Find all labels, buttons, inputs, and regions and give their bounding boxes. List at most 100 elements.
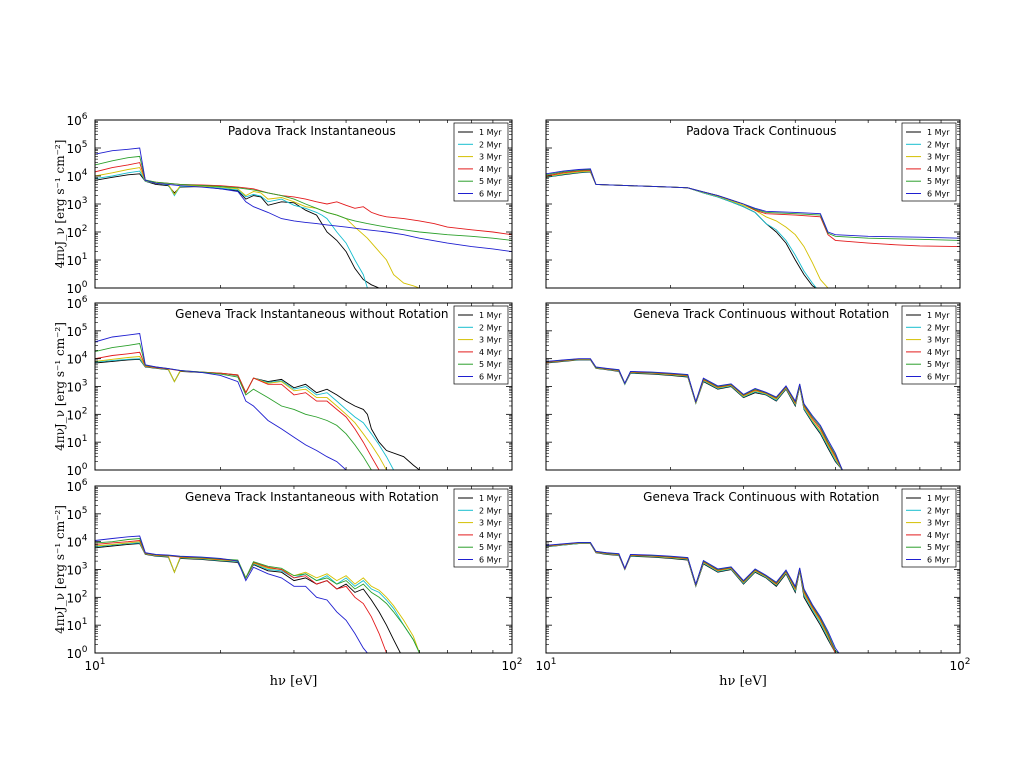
legend-box bbox=[901, 305, 957, 385]
series-line-3 bbox=[546, 358, 843, 470]
legend-label: 2 Myr bbox=[927, 140, 950, 149]
legend-label: 3 Myr bbox=[927, 336, 950, 345]
y-tick-label: 102 bbox=[66, 406, 87, 422]
y-tick-label: 104 bbox=[66, 168, 87, 184]
series-group bbox=[95, 535, 420, 653]
legend-label: 6 Myr bbox=[479, 556, 502, 565]
series-line-2 bbox=[95, 542, 420, 653]
legend-label: 5 Myr bbox=[479, 177, 502, 186]
legend-label: 5 Myr bbox=[927, 360, 950, 369]
plot-frame bbox=[94, 302, 513, 471]
legend: 1 Myr 2 Myr 3 Myr 4 Myr 5 Myr 6 Myr bbox=[453, 122, 509, 202]
legend-box bbox=[453, 305, 509, 385]
series-line-1 bbox=[546, 359, 843, 470]
y-tick-label: 106 bbox=[66, 295, 87, 311]
series-line-6 bbox=[95, 147, 512, 253]
chart-title: Geneva Track Continuous with Rotation bbox=[643, 490, 879, 504]
legend-label: 1 Myr bbox=[479, 128, 502, 137]
legend-label: 6 Myr bbox=[927, 373, 950, 382]
series-line-5 bbox=[95, 342, 372, 470]
series-line-1 bbox=[95, 543, 401, 653]
legend-label: 2 Myr bbox=[479, 323, 502, 332]
legend-box bbox=[453, 122, 509, 202]
series-line-1 bbox=[95, 173, 380, 288]
y-tick-label: 100 bbox=[66, 645, 87, 661]
series-line-3 bbox=[546, 542, 836, 653]
series-line-1 bbox=[546, 543, 836, 653]
legend-label: 1 Myr bbox=[479, 311, 502, 320]
series-line-6 bbox=[546, 541, 840, 653]
x-axis-label: hν [eV] bbox=[270, 674, 318, 689]
legend-label: 2 Myr bbox=[927, 506, 950, 515]
series-line-2 bbox=[95, 170, 368, 288]
legend-label: 5 Myr bbox=[479, 543, 502, 552]
series-line-3 bbox=[95, 541, 420, 653]
legend-label: 6 Myr bbox=[927, 556, 950, 565]
legend: 1 Myr 2 Myr 3 Myr 4 Myr 5 Myr 6 Myr bbox=[901, 488, 957, 568]
y-axis-label: 4πνJ_ν [erg s⁻¹ cm⁻²] bbox=[53, 140, 67, 269]
x-tick-label: 101 bbox=[84, 657, 105, 673]
y-tick-label: 103 bbox=[66, 196, 87, 212]
series-line-4 bbox=[95, 540, 387, 653]
legend-label: 4 Myr bbox=[927, 348, 950, 357]
plot-frame bbox=[545, 302, 961, 471]
legend-label: 3 Myr bbox=[927, 153, 950, 162]
series-line-3 bbox=[95, 356, 387, 470]
legend-label: 1 Myr bbox=[927, 128, 950, 137]
series-line-2 bbox=[95, 358, 394, 470]
plot-frame bbox=[94, 119, 513, 289]
series-group bbox=[546, 541, 840, 653]
legend-label: 3 Myr bbox=[479, 336, 502, 345]
series-line-2 bbox=[546, 359, 843, 470]
chart-title: Geneva Track Continuous without Rotation bbox=[633, 307, 889, 321]
legend-label: 2 Myr bbox=[479, 140, 502, 149]
y-tick-label: 105 bbox=[66, 140, 87, 156]
y-axis-label: 4πνJ_ν [erg s⁻¹ cm⁻²] bbox=[53, 505, 67, 634]
plot-frame bbox=[545, 485, 961, 654]
series-group bbox=[546, 358, 843, 470]
legend-label: 3 Myr bbox=[927, 519, 950, 528]
legend-label: 6 Myr bbox=[479, 373, 502, 382]
series-line-6 bbox=[546, 168, 960, 239]
x-tick-label: 101 bbox=[535, 657, 556, 673]
series-line-2 bbox=[546, 171, 817, 288]
series-group bbox=[546, 168, 960, 288]
y-tick-label: 106 bbox=[66, 112, 87, 128]
y-tick-label: 101 bbox=[66, 252, 87, 268]
chart-title: Padova Track Instantaneous bbox=[228, 124, 396, 138]
series-line-5 bbox=[95, 538, 420, 653]
series-line-4 bbox=[546, 542, 836, 653]
series-line-4 bbox=[95, 351, 380, 470]
y-tick-label: 103 bbox=[66, 562, 87, 578]
legend-label: 3 Myr bbox=[479, 519, 502, 528]
series-line-2 bbox=[546, 543, 836, 653]
series-line-4 bbox=[95, 162, 512, 236]
legend-box bbox=[901, 122, 957, 202]
y-tick-label: 100 bbox=[66, 280, 87, 296]
x-tick-label: 102 bbox=[501, 657, 522, 673]
series-line-5 bbox=[546, 542, 840, 653]
chart-panel-4: Geneva Track Continuous without Rotation… bbox=[545, 302, 961, 471]
series-group bbox=[95, 332, 420, 470]
legend-label: 4 Myr bbox=[927, 531, 950, 540]
y-tick-label: 101 bbox=[66, 617, 87, 633]
series-line-5 bbox=[546, 169, 960, 241]
chart-panel-2: Padova Track Continuous 1 Myr 2 Myr 3 Myr 4 … bbox=[545, 119, 961, 289]
legend-label: 2 Myr bbox=[479, 506, 502, 515]
chart-panel-3: 100 101 102 103 104 105 106 4πνJ_ν [erg s⁻¹ cm⁻… bbox=[53, 295, 513, 478]
series-line-3 bbox=[546, 170, 829, 288]
plot-frame bbox=[545, 119, 961, 289]
y-tick-label: 105 bbox=[66, 506, 87, 522]
legend-box bbox=[901, 488, 957, 568]
series-line-6 bbox=[546, 358, 843, 470]
x-tick-label: 102 bbox=[949, 657, 970, 673]
legend: 1 Myr 2 Myr 3 Myr 4 Myr 5 Myr 6 Myr bbox=[453, 488, 509, 568]
series-line-6 bbox=[95, 535, 368, 653]
x-axis-label: hν [eV] bbox=[719, 674, 767, 689]
chart-panel-1: 100 101 102 103 104 105 106 4πνJ_ν [erg s⁻¹ cm⁻… bbox=[53, 112, 513, 296]
legend: 1 Myr 2 Myr 3 Myr 4 Myr 5 Myr 6 Myr bbox=[901, 122, 957, 202]
y-axis-label: 4πνJ_ν [erg s⁻¹ cm⁻²] bbox=[53, 322, 67, 451]
y-tick-label: 102 bbox=[66, 589, 87, 605]
